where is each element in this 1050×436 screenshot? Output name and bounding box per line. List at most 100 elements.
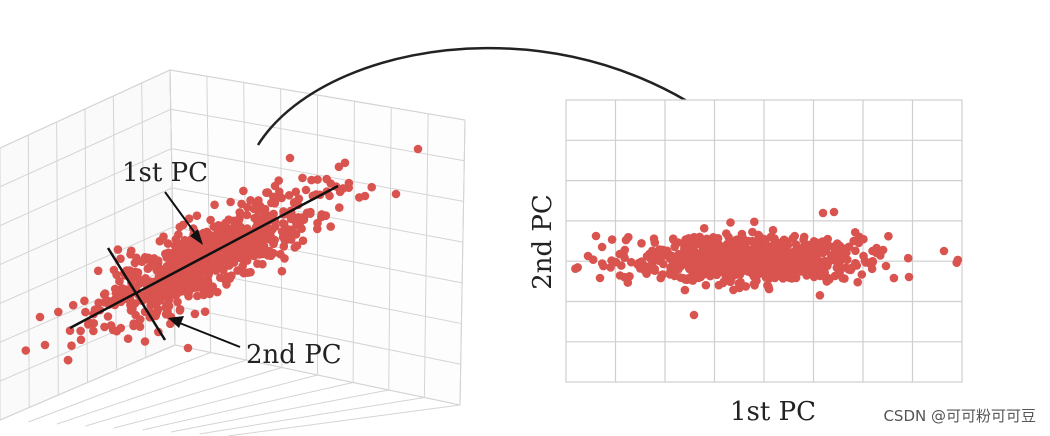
right-data-point (767, 232, 777, 242)
right-data-point (648, 246, 657, 256)
left-grid-line (243, 82, 247, 361)
right-data-point (851, 258, 860, 268)
left-data-point (130, 258, 140, 268)
second-pc-axis-line (106, 247, 167, 341)
right-data-point (835, 253, 845, 263)
right-data-point (726, 277, 735, 287)
left-data-point (140, 337, 150, 346)
right-data-point (818, 248, 828, 258)
right-data-point (729, 285, 738, 295)
left-grid-line (27, 134, 30, 408)
right-data-point (725, 270, 734, 280)
left-data-point (222, 280, 231, 289)
right-data-point (626, 257, 636, 267)
left-grid-line (112, 95, 118, 371)
left-data-point (93, 266, 103, 276)
left-data-point (280, 254, 289, 263)
right-data-point (699, 224, 709, 233)
left-data-point (238, 225, 248, 234)
right-data-point (857, 270, 867, 279)
right-data-point (597, 259, 607, 268)
left-data-point (278, 219, 288, 228)
left-data-point (298, 173, 307, 183)
left-data-point (180, 239, 190, 248)
left-data-point (326, 222, 336, 231)
left-3d-plot: 1st PC 2nd PC (0, 69, 466, 436)
right-data-point (717, 242, 726, 251)
left-data-point (89, 326, 98, 336)
right-data-point (823, 234, 832, 244)
right-data-point (695, 240, 705, 249)
left-data-point (83, 320, 93, 329)
left-data-point (253, 259, 262, 269)
right-data-point (840, 274, 849, 283)
left-data-point (198, 264, 208, 273)
watermark-text: CSDN @可可粉可可豆 (883, 407, 1036, 425)
left-grid-line (171, 148, 464, 202)
left-data-point (183, 343, 193, 353)
left-data-point (321, 211, 330, 221)
left-data-point (116, 323, 126, 333)
right-data-point (881, 261, 891, 271)
right-data-point (884, 231, 893, 241)
right-data-point (769, 251, 779, 260)
left-data-point (149, 286, 158, 296)
left-data-point (246, 267, 255, 277)
left-data-point (173, 297, 182, 307)
left-data-point (165, 290, 175, 300)
right-data-point (700, 255, 710, 265)
first-pc-axis-line (69, 184, 339, 330)
second-pc-arrow (168, 316, 241, 348)
left-data-point (299, 215, 309, 224)
left-data-point (285, 153, 295, 163)
left-data-point (81, 307, 90, 317)
left-data-point (265, 229, 275, 239)
left-data-point (216, 260, 225, 269)
right-data-point (763, 281, 772, 290)
left-data-point (68, 300, 78, 310)
left-data-point (292, 241, 302, 250)
left-data-point (220, 234, 230, 243)
left-data-point (209, 222, 219, 231)
left-data-point (413, 144, 423, 154)
left-data-point (234, 215, 244, 225)
left-data-point (334, 162, 344, 172)
right-data-point (680, 285, 690, 295)
left-data-point (21, 346, 31, 355)
left-data-point (226, 197, 235, 207)
right-data-point (816, 261, 825, 271)
left-data-point (137, 257, 147, 267)
left-data-point (224, 253, 234, 263)
right-data-point (688, 264, 698, 274)
left-data-point (340, 158, 350, 168)
right-data-point (939, 246, 949, 256)
right-data-point (717, 259, 727, 269)
right-data-point (667, 251, 677, 261)
left-grid-line (85, 367, 283, 427)
left-data-point (106, 321, 116, 330)
left-data-point (116, 254, 125, 263)
left-grid-line (142, 382, 354, 431)
left-data-point (135, 315, 145, 324)
left-grid-line (423, 113, 429, 398)
right-data-point (670, 271, 679, 281)
left-grid-line (199, 397, 425, 435)
right-data-point (772, 241, 782, 251)
left-data-point (286, 214, 296, 224)
right-data-point (649, 234, 659, 243)
left-data-point (172, 289, 182, 299)
right-data-point (763, 259, 773, 269)
left-grid-line (227, 404, 461, 436)
right-data-point (573, 263, 582, 272)
right-data-point (611, 257, 621, 267)
left-data-point (190, 243, 199, 252)
left-data-point (335, 203, 344, 212)
left-data-point (76, 335, 86, 345)
left-data-point (199, 290, 208, 300)
left-grid-line (174, 305, 461, 365)
left-grid-line (169, 69, 176, 346)
right-data-point (640, 265, 649, 275)
right-data-point (829, 207, 839, 217)
right-data-point (790, 247, 799, 256)
right-x-axis-label: 1st PC (730, 397, 816, 427)
